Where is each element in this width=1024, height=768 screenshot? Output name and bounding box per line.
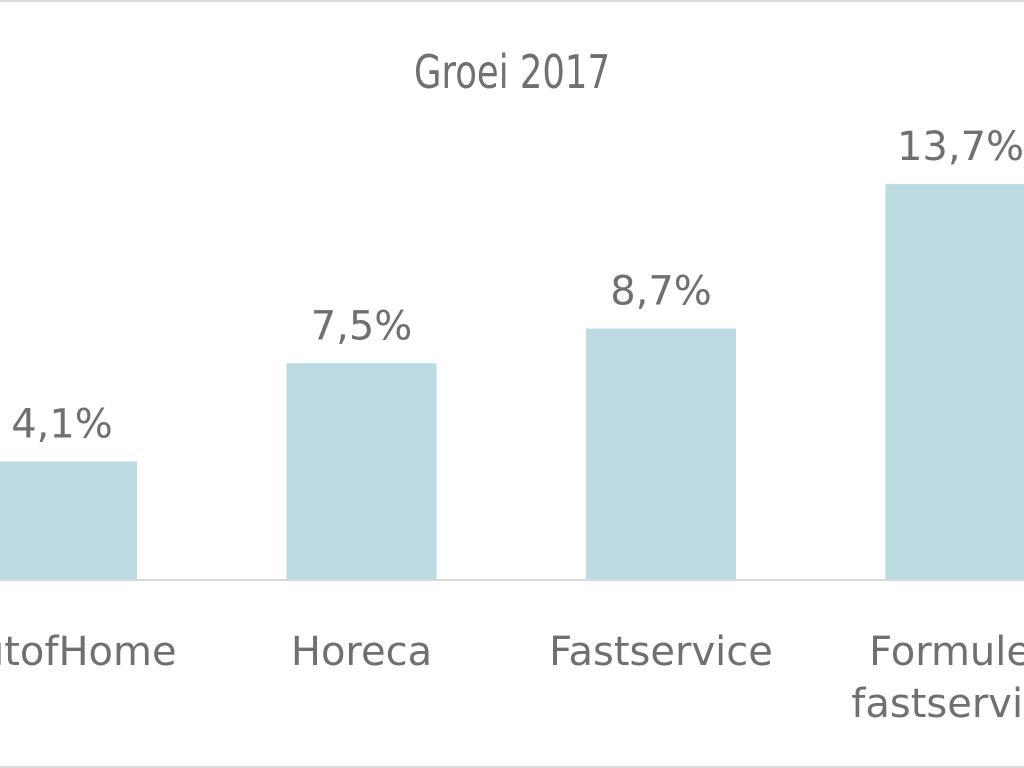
bars-group xyxy=(0,184,1024,580)
category-label-formules-fastservice-line-2: fastservice xyxy=(851,681,1024,727)
category-label-fastservice: Fastservice xyxy=(549,629,773,675)
data-label-horeca: 7,5% xyxy=(311,303,413,349)
category-label-outofhome: OutofHome xyxy=(0,629,177,675)
bar-fastservice xyxy=(586,328,736,580)
category-label-formules-fastservice-line-1: Formules xyxy=(869,629,1024,675)
chart-title: Groei 2017 xyxy=(414,45,610,99)
data-label-outofhome: 4,1% xyxy=(11,402,113,448)
bar-horeca xyxy=(286,363,437,580)
category-labels-group: OutofHome Horeca Fastservice Formules fastse… xyxy=(0,629,1024,727)
bar-outofhome xyxy=(0,461,137,580)
value-labels-group: 4,1% 7,5% 8,7% 13,7% xyxy=(11,124,1024,447)
bar-formules-fastservice xyxy=(885,184,1024,580)
category-label-horeca: Horeca xyxy=(291,629,432,675)
data-label-fastservice: 8,7% xyxy=(610,269,712,315)
data-label-formules-fastservice: 13,7% xyxy=(897,124,1024,170)
